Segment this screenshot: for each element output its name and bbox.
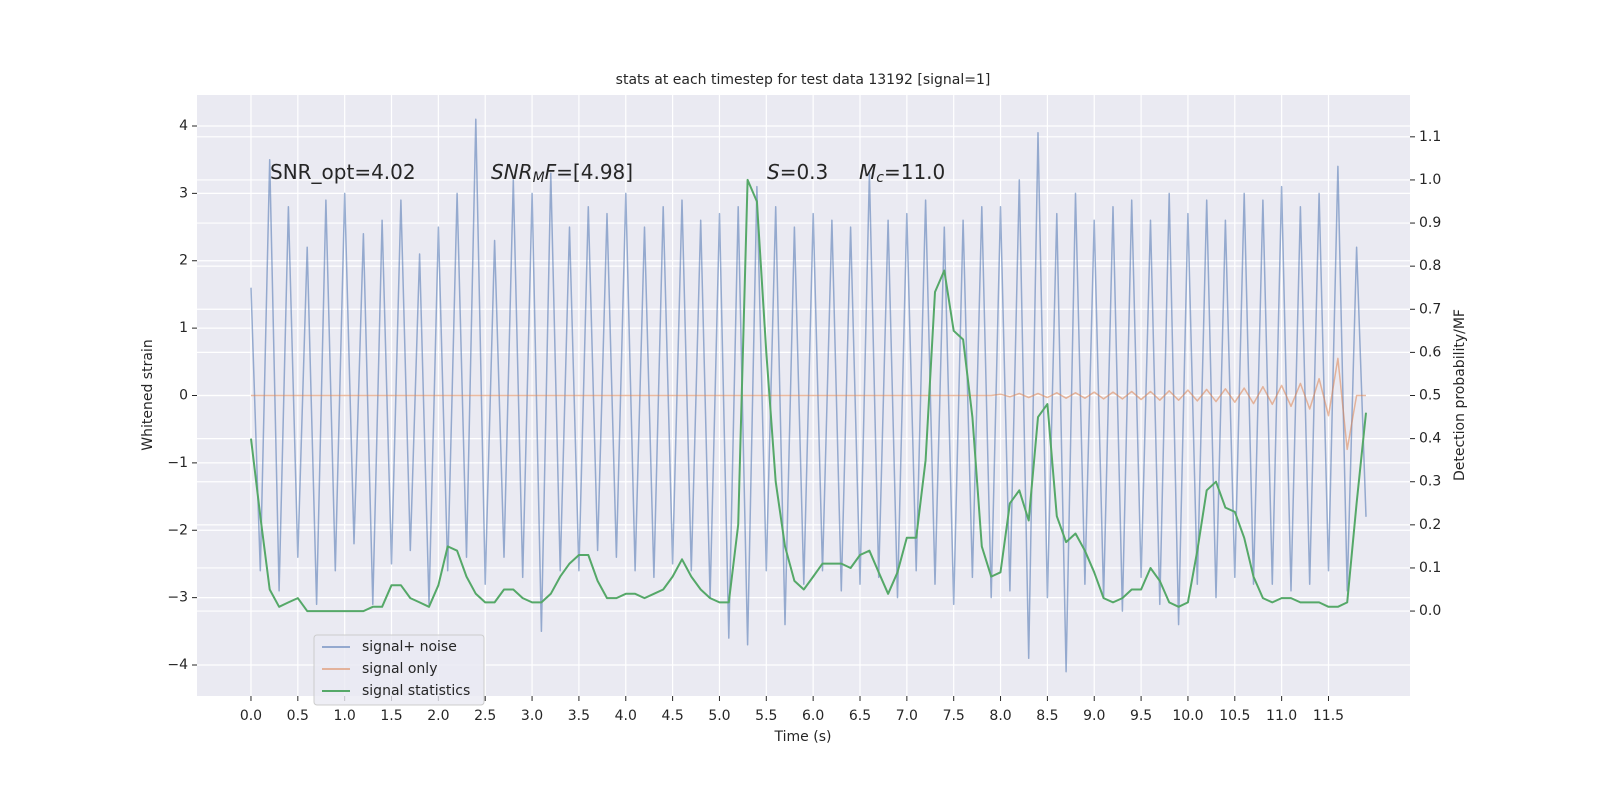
x-tick-label: 11.5	[1313, 708, 1344, 724]
annotations: SNR_opt=4.02 SNRMF=[4.98] S=0.3 Mc=11.0	[270, 160, 945, 187]
x-tick-label: 0.0	[240, 708, 262, 724]
y2-tick-label: 0.7	[1419, 301, 1441, 317]
legend-label: signal statistics	[362, 683, 470, 699]
y2-tick-label: 0.5	[1419, 388, 1441, 404]
annotation-part: =[4.98]	[556, 160, 633, 184]
annotation-part: SNR_opt=4.02	[270, 160, 416, 184]
y-tick-label: 3	[179, 185, 188, 201]
annotation-part: c	[876, 170, 884, 186]
y-tick-label: −3	[167, 590, 188, 606]
y-tick-label: 4	[179, 118, 188, 134]
x-tick-label: 2.5	[474, 708, 496, 724]
y2-tick-label: 0.1	[1419, 560, 1441, 576]
y2-tick-label: 0.6	[1419, 344, 1441, 360]
series-layer	[250, 118, 1367, 673]
y-axis-label: Whitened strain	[140, 339, 156, 450]
y-tick-label: −2	[167, 522, 188, 538]
x-tick-label: 4.5	[661, 708, 683, 724]
x-tick-label: 3.5	[568, 708, 590, 724]
annotation-part: F	[545, 160, 557, 184]
y-tick-label: 2	[179, 253, 188, 269]
y2-tick-label: 0.4	[1419, 431, 1441, 447]
y-tick-label: 0	[179, 388, 188, 404]
chart-title: stats at each timestep for test data 131…	[616, 72, 991, 88]
x-tick-label: 5.0	[708, 708, 730, 724]
x-tick-label: 7.0	[896, 708, 918, 724]
y2-tick-label: 0.2	[1419, 517, 1441, 533]
x-tick-label: 10.0	[1172, 708, 1203, 724]
legend-label: signal+ noise	[362, 639, 457, 655]
y2-tick-label: 1.1	[1419, 129, 1441, 145]
legend-label: signal only	[362, 661, 437, 677]
y2-axis-label: Detection probability/MF	[1452, 309, 1468, 481]
x-tick-label: 6.5	[849, 708, 871, 724]
x-tick-label: 11.0	[1266, 708, 1297, 724]
annotation-part: =11.0	[884, 160, 945, 184]
x-tick-label: 6.0	[802, 708, 824, 724]
annotation-part: S	[767, 160, 780, 184]
y-tick-label: −4	[167, 657, 188, 673]
legend: signal+ noise signal only signal statistic…	[313, 634, 485, 706]
annotation-part: M	[859, 160, 876, 184]
y2-tick-label: 0.3	[1419, 474, 1441, 490]
annotation: S=0.3	[767, 160, 828, 184]
annotation: SNR_opt=4.02	[270, 160, 416, 184]
x-axis-label: Time (s)	[774, 729, 832, 745]
x-tick-label: 1.0	[334, 708, 356, 724]
x-tick-label: 0.5	[287, 708, 309, 724]
legend-box	[313, 634, 485, 706]
y2-tick-label: 0.9	[1419, 215, 1441, 231]
x-tick-label: 8.5	[1036, 708, 1058, 724]
x-tick-label: 5.5	[755, 708, 777, 724]
series-line	[251, 357, 1366, 451]
series-line	[250, 118, 1367, 673]
ticks: 0.0 0.5 1.0 1.5 2.0 2.5 3.0 3.5 4.0 4.5 5.0 5.5 6.0 6…	[167, 118, 1441, 724]
annotation-part: M	[533, 170, 545, 186]
y-tick-label: 1	[179, 320, 188, 336]
y2-tick-label: 1.0	[1419, 172, 1441, 188]
annotation-part: =0.3	[780, 160, 829, 184]
series-line	[250, 178, 1367, 613]
annotation: SNRMF=[4.98]	[491, 160, 633, 187]
x-tick-label: 7.5	[943, 708, 965, 724]
x-tick-label: 1.5	[380, 708, 402, 724]
x-tick-label: 9.0	[1083, 708, 1105, 724]
annotation: Mc=11.0	[859, 160, 945, 187]
y-tick-label: −1	[167, 455, 188, 471]
x-tick-label: 8.0	[989, 708, 1011, 724]
x-tick-label: 4.0	[615, 708, 637, 724]
x-tick-label: 10.5	[1219, 708, 1250, 724]
y2-tick-label: 0.8	[1419, 258, 1441, 274]
x-tick-label: 3.0	[521, 708, 543, 724]
x-tick-label: 2.0	[427, 708, 449, 724]
x-tick-label: 9.5	[1130, 708, 1152, 724]
y2-tick-label: 0.0	[1419, 603, 1441, 619]
annotation-part: SNR	[491, 160, 533, 184]
